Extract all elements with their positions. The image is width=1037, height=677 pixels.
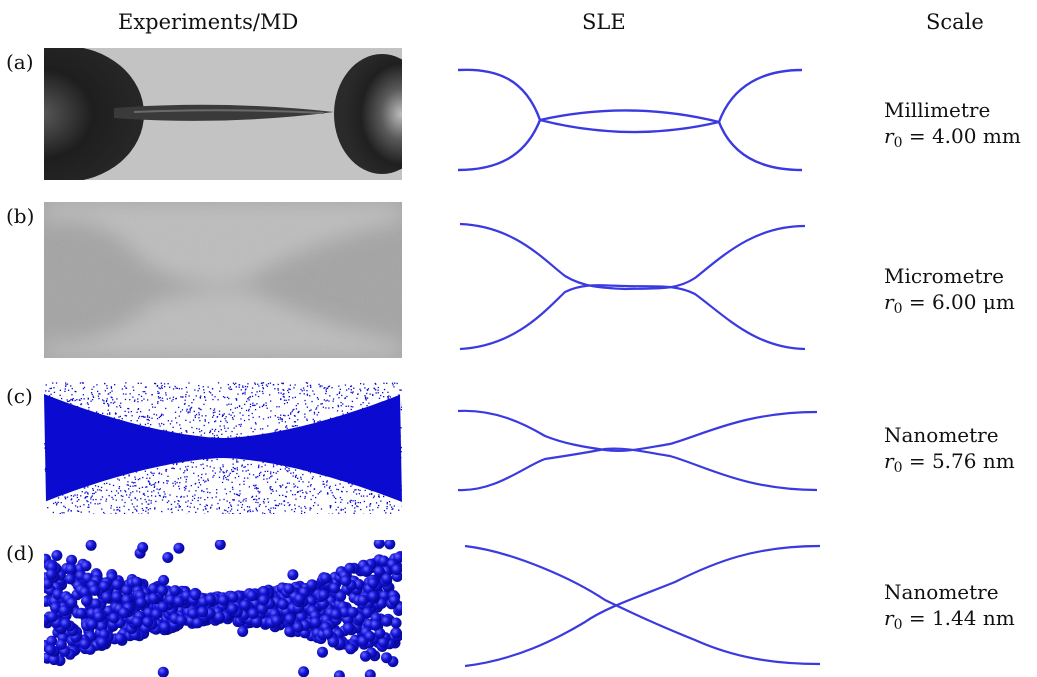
sle-curve-a xyxy=(455,58,825,182)
scale-r0-d: r0 = 1.44 nm xyxy=(884,606,1015,633)
scale-name-c: Nanometre xyxy=(884,423,999,447)
header-sle: SLE xyxy=(582,10,626,34)
sle-curve-b xyxy=(455,216,825,356)
scale-block-a: Millimetre r0 = 4.00 mm xyxy=(884,97,1021,156)
header-experiments: Experiments/MD xyxy=(118,10,299,34)
sle-curve-d xyxy=(455,540,825,672)
scale-name-d: Nanometre xyxy=(884,580,999,604)
panel-label-d: (d) xyxy=(6,541,35,565)
scale-block-d: Nanometre r0 = 1.44 nm xyxy=(884,579,1015,638)
sle-curve-c xyxy=(455,404,825,496)
md-image-d xyxy=(44,540,402,677)
experiment-image-a xyxy=(44,48,402,180)
md-image-c xyxy=(44,382,402,514)
scale-block-b: Micrometre r0 = 6.00 μm xyxy=(884,263,1015,322)
scale-r0-c: r0 = 5.76 nm xyxy=(884,449,1015,476)
scale-name-b: Micrometre xyxy=(884,264,1004,288)
panel-label-c: (c) xyxy=(6,384,33,408)
header-scale: Scale xyxy=(926,10,984,34)
scale-block-c: Nanometre r0 = 5.76 nm xyxy=(884,422,1015,481)
scale-r0-a: r0 = 4.00 mm xyxy=(884,124,1021,151)
experiment-image-b xyxy=(44,202,402,358)
panel-label-a: (a) xyxy=(6,50,34,74)
scale-name-a: Millimetre xyxy=(884,98,991,122)
scale-r0-b: r0 = 6.00 μm xyxy=(884,290,1015,317)
panel-label-b: (b) xyxy=(6,204,35,228)
